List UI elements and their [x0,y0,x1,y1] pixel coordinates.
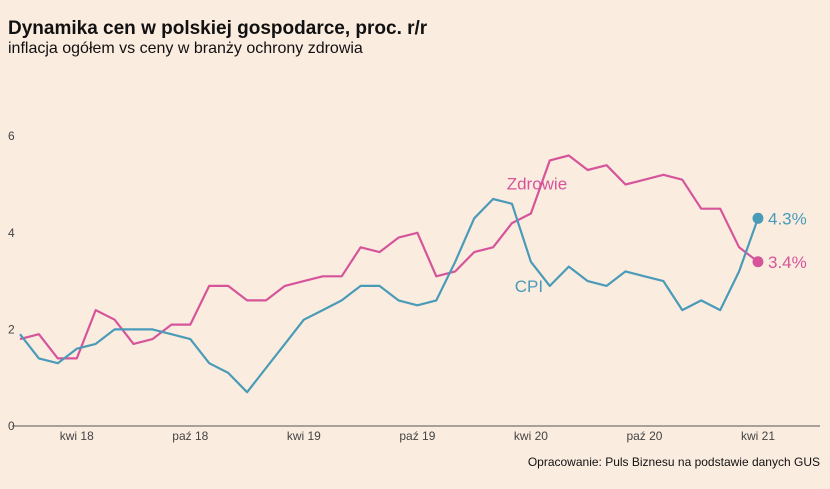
chart-title: Dynamika cen w polskiej gospodarce, proc… [8,18,428,39]
y-tick-label: 0 [8,419,15,433]
y-tick-label: 4 [8,226,15,240]
series-labels: 3.4% Zdrowie 4.3% CPI [507,174,807,295]
end-label-cpi: 4.3% [768,209,807,228]
y-tick-label: 6 [8,129,15,143]
series-name-cpi: CPI [515,277,543,296]
x-tick-label: kwi 19 [287,429,321,443]
series-group [19,154,764,394]
y-axis-ticks: 0 2 4 6 [8,129,15,433]
x-tick-label: paź 18 [172,429,208,443]
y-tick-label: 2 [8,322,15,336]
x-tick-label: kwi 20 [514,429,548,443]
end-label-zdrowie: 3.4% [768,253,807,272]
chart-subtitle: inflacja ogółem vs ceny w branży ochrony… [8,40,363,57]
x-tick-label: kwi 18 [60,429,94,443]
x-tick-label: paź 19 [399,429,435,443]
end-point-zdrowie [752,256,764,268]
x-tick-label: paź 20 [626,429,662,443]
x-tick-label: kwi 21 [741,429,775,443]
series-line-zdrowie [19,154,759,360]
x-axis-ticks: kwi 18 paź 18 kwi 19 paź 19 kwi 20 paź 20 kwi … [60,429,776,443]
series-line-cpi [19,197,760,394]
series-name-zdrowie: Zdrowie [507,174,567,193]
end-point-cpi [752,212,764,224]
source-note: Opracowanie: Puls Biznesu na podstawie d… [527,455,820,469]
